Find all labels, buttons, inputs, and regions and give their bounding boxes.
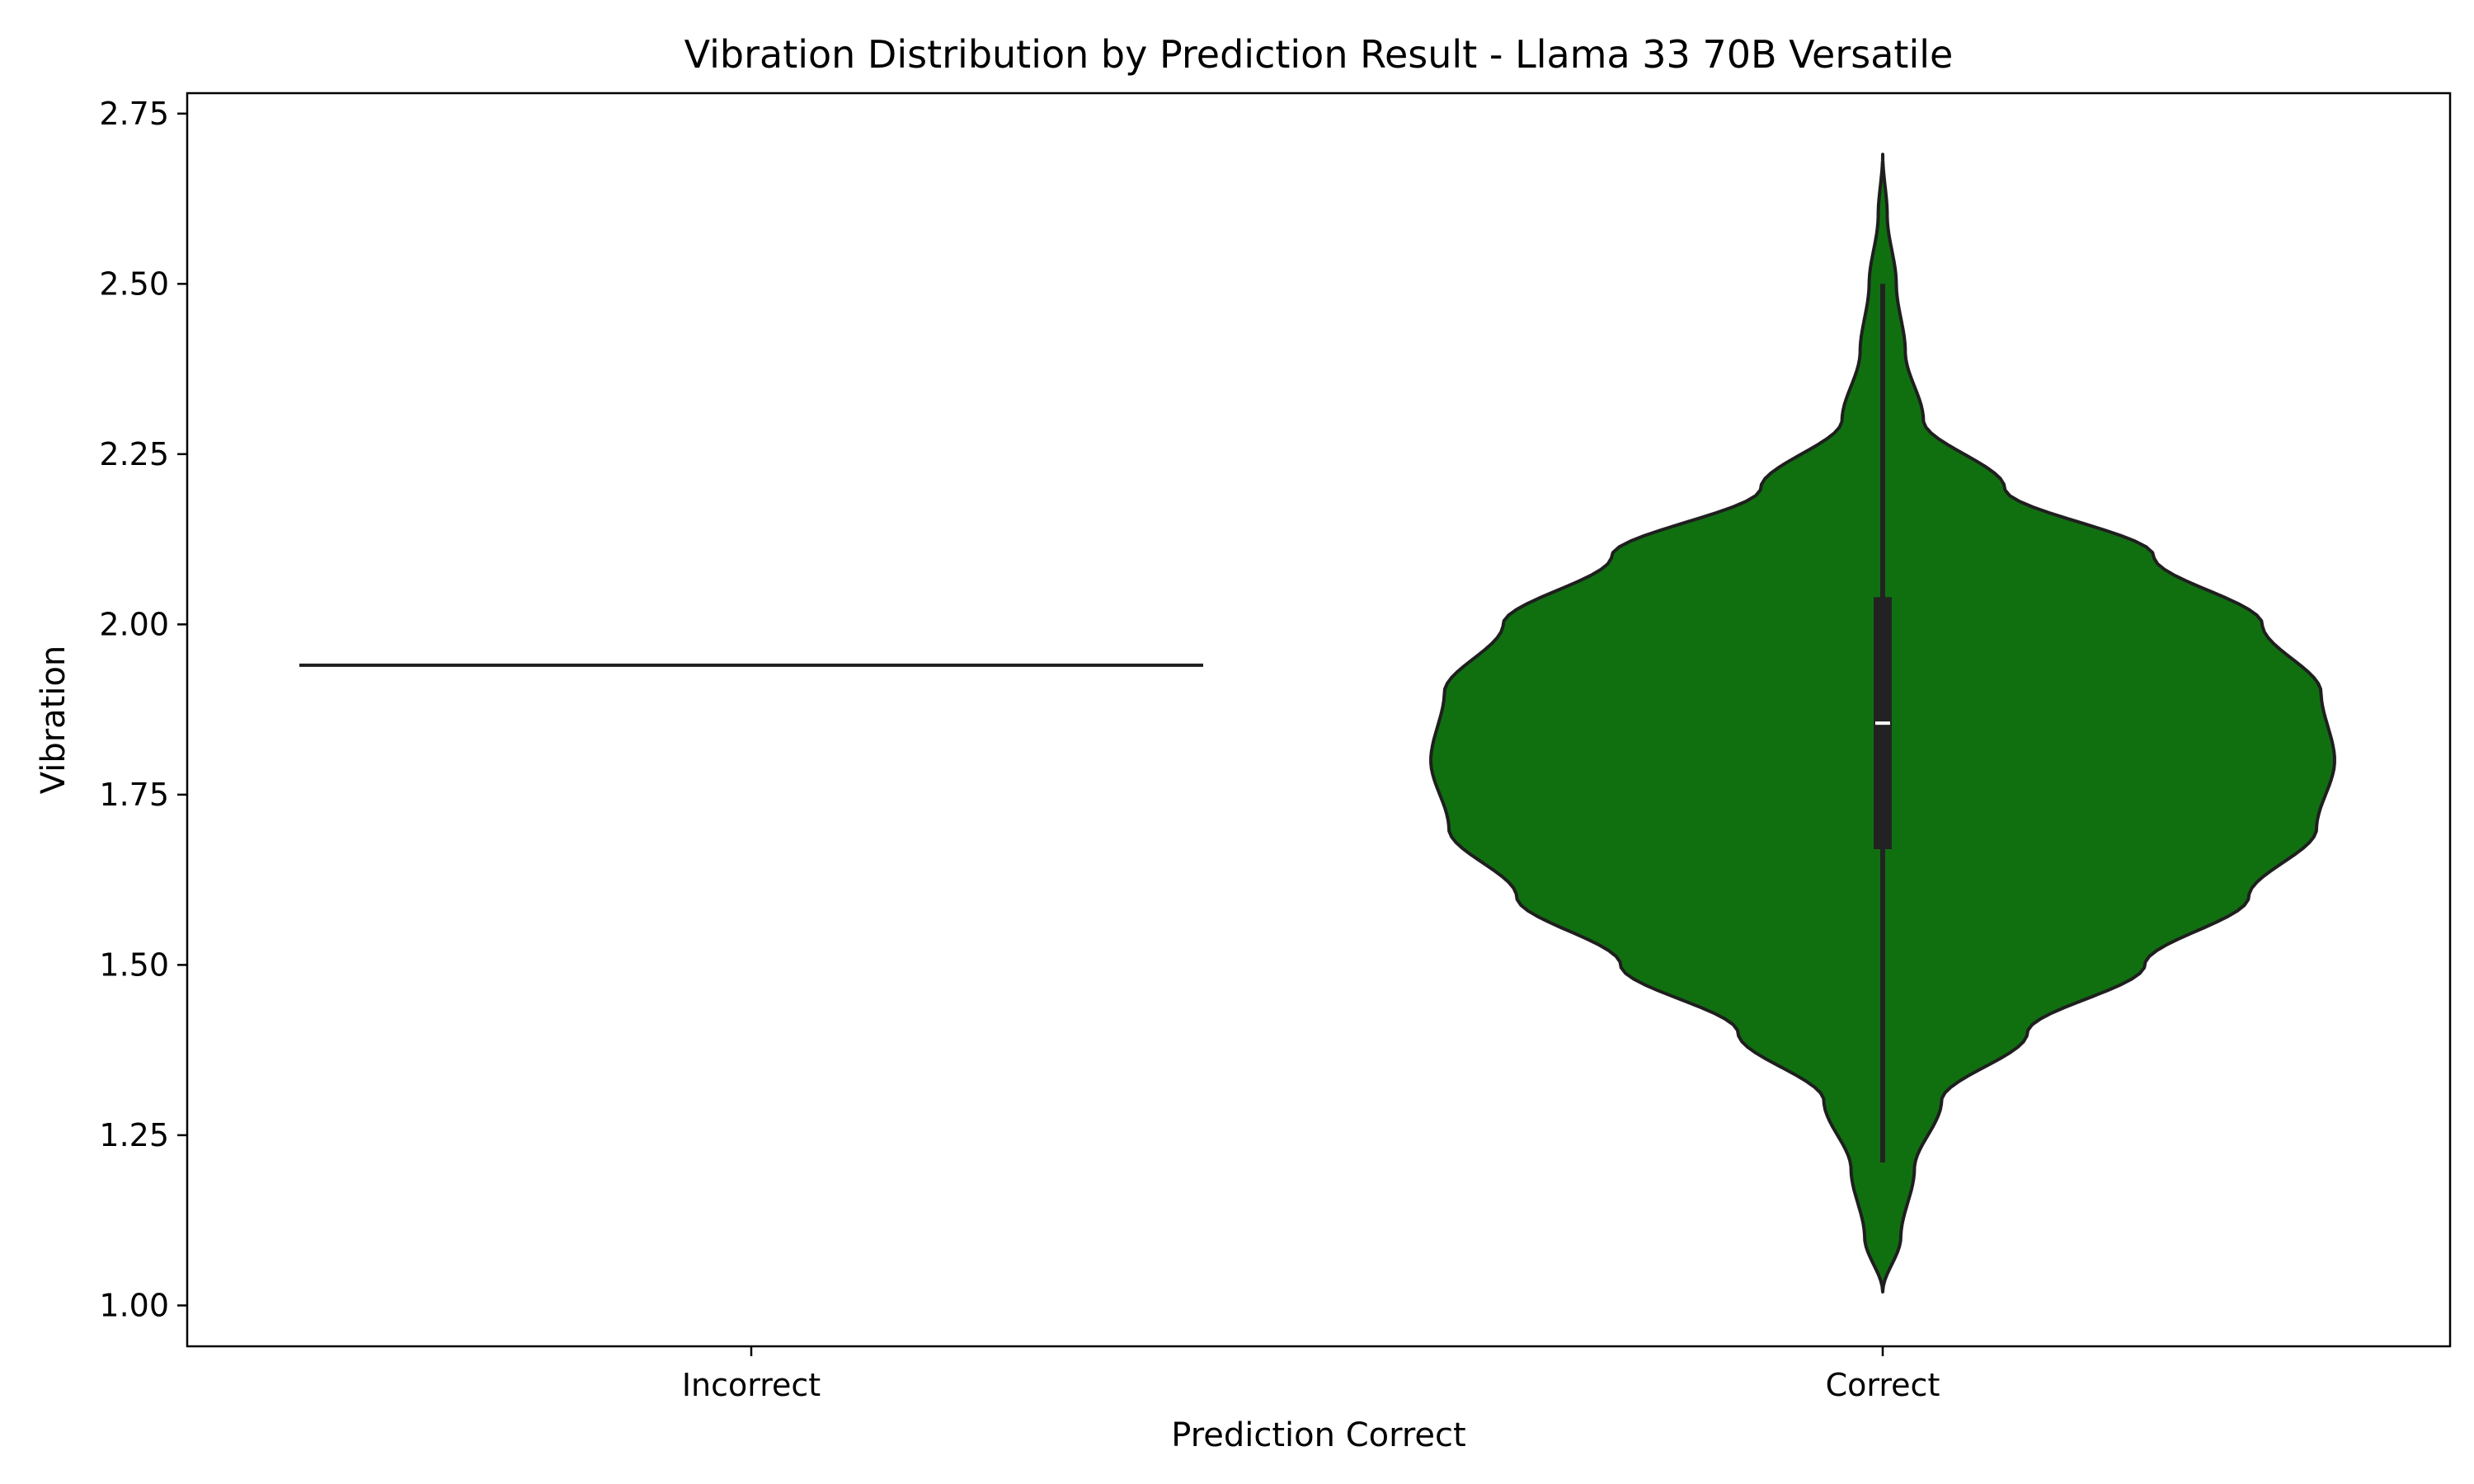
x-tick-label: Correct	[1826, 1367, 1940, 1403]
x-axis: Incorrect Correct	[682, 1346, 1940, 1403]
y-tick-label: 1.00	[99, 1287, 169, 1323]
y-tick-label: 2.50	[99, 265, 169, 302]
plot-frame	[186, 92, 2452, 1348]
y-axis-title: Vibration	[35, 646, 73, 795]
x-axis-title: Prediction Correct	[1171, 1416, 1465, 1454]
y-tick-label: 2.25	[99, 436, 169, 472]
chart-title: Vibration Distribution by Prediction Res…	[684, 32, 1954, 77]
y-tick-label: 1.50	[99, 946, 169, 983]
y-tick-label: 1.25	[99, 1117, 169, 1153]
x-tick-label: Incorrect	[682, 1367, 821, 1403]
y-tick-label: 2.00	[99, 606, 169, 642]
y-tick-label: 1.75	[99, 777, 169, 813]
y-axis: 1.00 1.25 1.50 1.75 2.00 2.25 2.50 2.75	[99, 96, 187, 1323]
y-tick-label: 2.75	[99, 96, 169, 132]
plot-area	[299, 153, 2336, 1294]
